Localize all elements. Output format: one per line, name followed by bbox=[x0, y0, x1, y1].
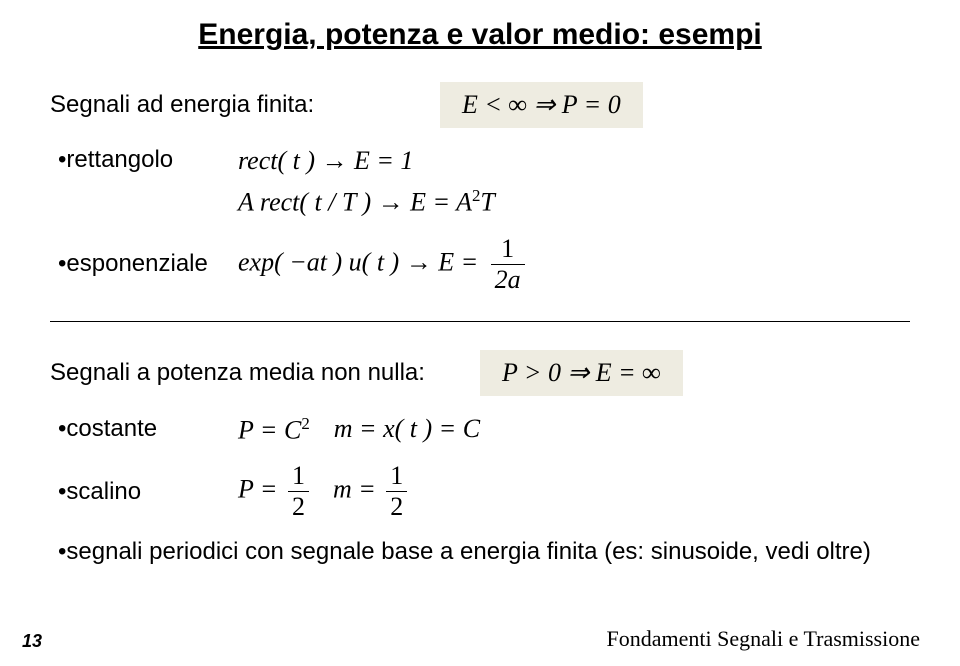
step-p-lhs: P = bbox=[238, 475, 277, 504]
rect-label: •rettangolo bbox=[50, 146, 238, 174]
exp-frac: 1 2a bbox=[491, 236, 525, 293]
const-row: •costante P = C2 m = x( t ) = C bbox=[50, 414, 910, 446]
step-p: P = 1 2 bbox=[238, 463, 309, 520]
footer-text: Fondamenti Segnali e Trasmissione bbox=[607, 626, 921, 652]
step-row: •scalino P = 1 2 m = 1 2 bbox=[50, 463, 910, 520]
exp-label: •esponenziale bbox=[50, 250, 238, 278]
divider bbox=[50, 321, 910, 322]
periodic-row: •segnali periodici con segnale base a en… bbox=[50, 538, 910, 566]
rect-eq2: A rect( t / T ) → E = A2T bbox=[238, 186, 495, 218]
step-m: m = 1 2 bbox=[333, 463, 407, 520]
page-number: 13 bbox=[22, 631, 42, 652]
nonnull-label: Segnali a potenza media non nulla: bbox=[50, 359, 480, 387]
step-p-num: 1 bbox=[288, 463, 309, 491]
step-p-den: 2 bbox=[288, 491, 309, 520]
step-p-frac: 1 2 bbox=[288, 463, 309, 520]
finite-energy-label: Segnali ad energia finita: bbox=[50, 91, 440, 119]
exp-eq-left: exp( −at ) u( t ) → E = bbox=[238, 247, 478, 276]
const-label: •costante bbox=[50, 415, 238, 443]
rect-eq2-right: T bbox=[480, 188, 494, 217]
step-m-lhs: m = bbox=[333, 475, 376, 504]
exp-frac-den: 2a bbox=[491, 264, 525, 293]
exp-frac-num: 1 bbox=[491, 236, 525, 264]
step-label: •scalino bbox=[50, 478, 238, 506]
rect-eq1: rect( t ) → E = 1 bbox=[238, 146, 495, 176]
exp-eq: exp( −at ) u( t ) → E = 1 2a bbox=[238, 236, 525, 293]
page-title: Energia, potenza e valor medio: esempi bbox=[50, 18, 910, 52]
const-eq1: P = C2 bbox=[238, 414, 310, 446]
step-m-den: 2 bbox=[386, 491, 407, 520]
step-m-num: 1 bbox=[386, 463, 407, 491]
nonnull-row: Segnali a potenza media non nulla: P > 0… bbox=[50, 350, 910, 396]
periodic-label: •segnali periodici con segnale base a en… bbox=[50, 538, 871, 566]
finite-energy-row: Segnali ad energia finita: E < ∞ ⇒ P = 0 bbox=[50, 82, 910, 128]
finite-energy-box: E < ∞ ⇒ P = 0 bbox=[440, 82, 643, 128]
slide: Energia, potenza e valor medio: esempi S… bbox=[0, 0, 960, 666]
rect-row: •rettangolo rect( t ) → E = 1 A rect( t … bbox=[50, 146, 910, 218]
const-eq2: m = x( t ) = C bbox=[334, 414, 480, 444]
const-eq1-left: P = C bbox=[238, 415, 301, 444]
const-eq1-exp: 2 bbox=[301, 414, 309, 433]
exp-row: •esponenziale exp( −at ) u( t ) → E = 1 … bbox=[50, 236, 910, 293]
step-m-frac: 1 2 bbox=[386, 463, 407, 520]
rect-eq2-left: A rect( t / T ) → E = A bbox=[238, 188, 472, 217]
nonnull-box: P > 0 ⇒ E = ∞ bbox=[480, 350, 683, 396]
